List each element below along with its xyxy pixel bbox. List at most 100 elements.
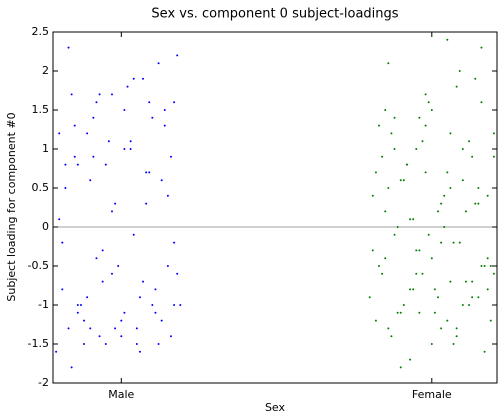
point bbox=[92, 155, 95, 158]
point bbox=[489, 265, 492, 267]
point bbox=[424, 93, 427, 96]
point bbox=[70, 93, 73, 96]
point bbox=[89, 327, 92, 330]
point bbox=[138, 296, 141, 299]
point bbox=[418, 249, 421, 252]
point bbox=[405, 163, 408, 166]
point bbox=[73, 155, 76, 158]
point bbox=[440, 202, 443, 205]
point bbox=[95, 257, 98, 260]
y-tick-label: -1.5 bbox=[28, 337, 49, 350]
point bbox=[371, 249, 374, 252]
point bbox=[76, 304, 79, 306]
point bbox=[142, 280, 145, 283]
point bbox=[409, 358, 412, 361]
point bbox=[173, 304, 176, 306]
y-tick-label: 2.5 bbox=[32, 25, 50, 38]
point bbox=[98, 335, 101, 338]
point bbox=[387, 62, 390, 65]
point bbox=[492, 272, 495, 275]
point bbox=[415, 249, 418, 252]
point bbox=[474, 202, 477, 205]
point bbox=[427, 233, 430, 236]
point bbox=[55, 350, 58, 353]
point bbox=[120, 319, 123, 322]
point bbox=[384, 210, 387, 213]
point bbox=[455, 335, 458, 338]
point bbox=[86, 296, 89, 299]
point bbox=[157, 62, 160, 65]
point bbox=[61, 288, 64, 291]
point bbox=[437, 210, 440, 213]
point bbox=[421, 140, 424, 143]
point bbox=[486, 288, 489, 291]
point bbox=[89, 179, 92, 182]
point bbox=[471, 155, 474, 158]
point bbox=[477, 187, 480, 189]
point bbox=[483, 350, 486, 353]
point bbox=[492, 132, 495, 135]
y-tick-label: 1.5 bbox=[32, 103, 50, 116]
point bbox=[107, 140, 110, 143]
point bbox=[477, 296, 480, 299]
point bbox=[474, 77, 477, 80]
point bbox=[477, 202, 480, 205]
point bbox=[76, 163, 79, 166]
point bbox=[443, 226, 446, 228]
point bbox=[145, 171, 148, 174]
point bbox=[61, 241, 64, 244]
point bbox=[399, 366, 402, 369]
point bbox=[110, 93, 113, 96]
point bbox=[110, 272, 113, 275]
y-tick-label: -0.5 bbox=[28, 259, 49, 272]
y-axis-label: Subject loading for component #0 bbox=[5, 112, 18, 301]
point bbox=[430, 343, 433, 345]
point bbox=[83, 343, 86, 345]
point bbox=[433, 311, 436, 314]
point bbox=[166, 265, 169, 267]
point bbox=[132, 77, 135, 80]
point bbox=[169, 335, 172, 338]
point bbox=[154, 288, 157, 291]
point bbox=[110, 210, 113, 213]
point bbox=[117, 265, 120, 267]
point bbox=[433, 288, 436, 291]
point bbox=[393, 116, 396, 119]
point bbox=[393, 233, 396, 236]
point bbox=[76, 311, 79, 314]
point bbox=[461, 304, 464, 306]
point bbox=[135, 343, 138, 345]
y-tick-label: 1 bbox=[42, 142, 49, 155]
y-tick-label: 0.5 bbox=[32, 181, 50, 194]
point bbox=[486, 257, 489, 260]
chart-title: Sex vs. component 0 subject-loadings bbox=[151, 7, 398, 22]
point bbox=[145, 202, 148, 205]
point bbox=[142, 77, 145, 80]
point bbox=[86, 132, 89, 135]
plot-frame bbox=[52, 31, 498, 384]
point bbox=[486, 194, 489, 197]
point bbox=[390, 335, 393, 338]
point bbox=[384, 109, 387, 111]
point bbox=[381, 155, 384, 158]
point bbox=[415, 148, 418, 150]
point bbox=[123, 311, 126, 314]
point bbox=[430, 109, 433, 111]
point bbox=[148, 101, 151, 104]
point bbox=[151, 116, 154, 119]
point bbox=[378, 124, 381, 127]
point bbox=[421, 272, 424, 275]
point bbox=[101, 280, 104, 283]
point bbox=[418, 311, 421, 314]
point bbox=[468, 140, 471, 143]
point bbox=[471, 280, 474, 283]
point bbox=[412, 288, 415, 291]
point bbox=[412, 218, 415, 221]
point bbox=[399, 311, 402, 314]
point bbox=[446, 171, 449, 174]
point bbox=[437, 296, 440, 299]
point bbox=[98, 93, 101, 96]
point bbox=[458, 70, 461, 72]
x-axis-label: Sex bbox=[265, 401, 286, 414]
point bbox=[154, 311, 157, 314]
